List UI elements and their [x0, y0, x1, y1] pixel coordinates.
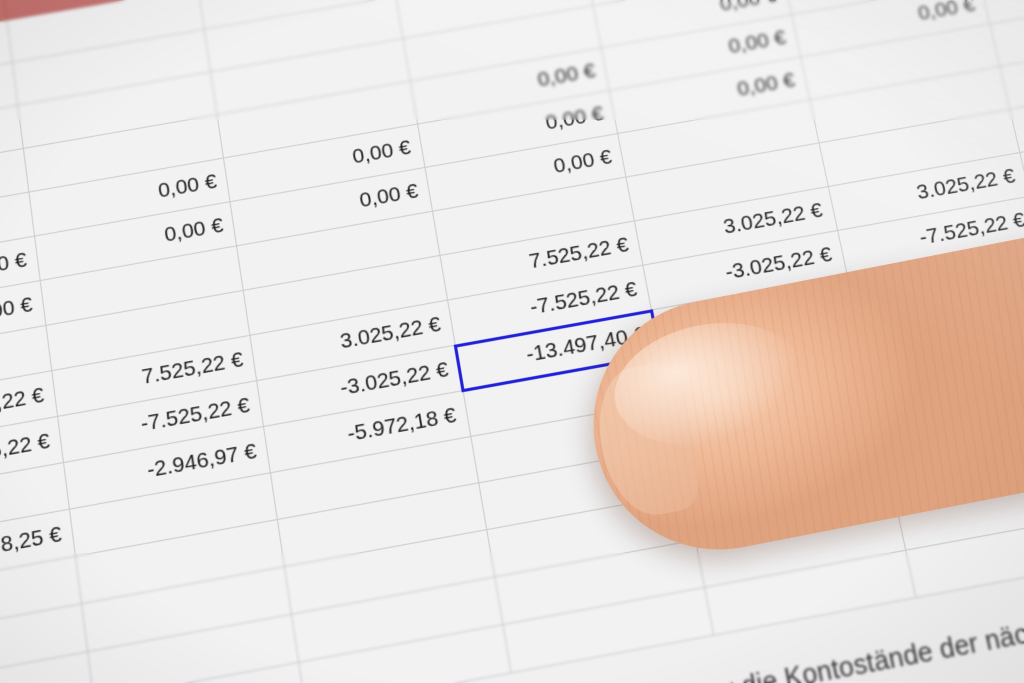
spreadsheet-grid[interactable]: FGHIJKLMNberOktoberNovemberDezemberJanua… [0, 0, 1024, 683]
perspective-stage: FGHIJKLMNberOktoberNovemberDezemberJanua… [0, 0, 1024, 683]
spreadsheet-sheet: FGHIJKLMNberOktoberNovemberDezemberJanua… [0, 0, 1024, 683]
spreadsheet-photo: FGHIJKLMNberOktoberNovemberDezemberJanua… [0, 0, 1024, 683]
